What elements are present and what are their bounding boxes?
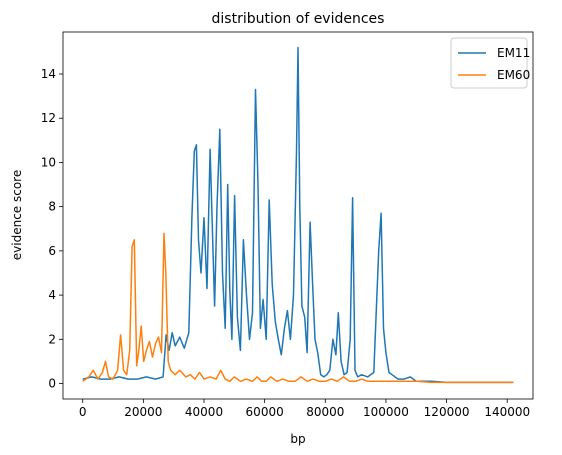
y-tick-label: 2 — [48, 332, 56, 346]
plot-frame — [62, 31, 534, 400]
x-tick-label: 100000 — [363, 405, 409, 419]
x-tick-label: 20000 — [124, 405, 162, 419]
x-tick-label: 40000 — [185, 405, 223, 419]
x-tick-label: 80000 — [306, 405, 344, 419]
y-tick-label: 14 — [41, 67, 56, 81]
y-tick-label: 4 — [48, 288, 56, 302]
y-tick-label: 8 — [48, 200, 56, 214]
series-line-em60 — [82, 232, 514, 384]
y-axis-label: evidence score — [10, 170, 24, 260]
y-axis: 0 2 4 6 8 10 12 14 — [41, 67, 63, 391]
series-layer — [82, 46, 514, 384]
y-tick-label: 10 — [41, 155, 56, 169]
y-tick-label: 0 — [48, 377, 56, 391]
chart-title: distribution of evidences — [212, 11, 385, 27]
x-tick-label: 140000 — [484, 405, 530, 419]
y-tick-label: 12 — [41, 111, 56, 125]
x-tick-label: 60000 — [246, 405, 284, 419]
legend-label-em11: EM11 — [497, 46, 530, 60]
legend-label-em60: EM60 — [497, 68, 530, 82]
legend: EM11 EM60 — [450, 37, 530, 89]
x-axis: 0 20000 40000 60000 80000 100000 120000 140000 — [79, 399, 530, 419]
y-tick-label: 6 — [48, 244, 56, 258]
x-tick-label: 0 — [79, 405, 87, 419]
x-axis-label: bp — [290, 432, 305, 446]
x-tick-label: 120000 — [424, 405, 470, 419]
series-line-em11 — [82, 46, 514, 384]
